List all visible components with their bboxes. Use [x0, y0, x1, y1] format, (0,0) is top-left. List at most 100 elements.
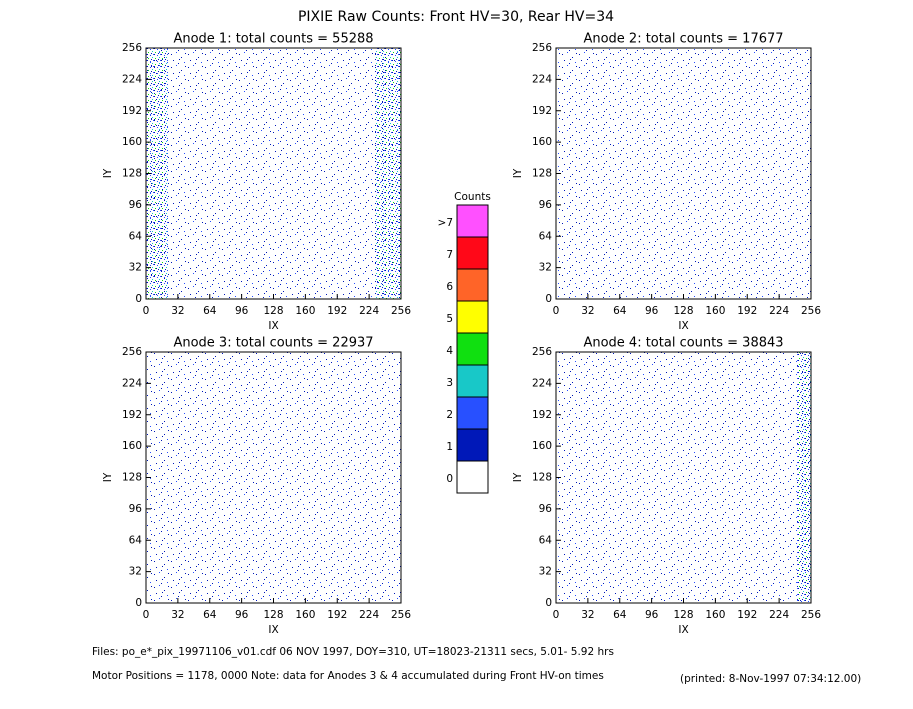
- colorbar-swatch: [456, 460, 489, 494]
- y-tick-label: 128: [122, 472, 142, 484]
- colorbar-swatch: [456, 396, 489, 430]
- heatmap-texture: [556, 48, 811, 299]
- colorbar-label: 6: [446, 281, 453, 293]
- x-tick-label: 96: [235, 305, 249, 317]
- x-axis-label: IX: [678, 624, 688, 636]
- y-tick-label: 224: [532, 73, 552, 85]
- y-tick-label: 160: [122, 136, 142, 148]
- y-tick-label: 96: [129, 503, 143, 515]
- colorbar-label: 4: [446, 345, 453, 357]
- x-tick-label: 0: [143, 609, 150, 621]
- x-axis-label: IX: [268, 320, 278, 332]
- colorbar-swatch: [456, 332, 489, 366]
- x-tick-label: 0: [553, 305, 560, 317]
- y-axis-label: IY: [102, 472, 114, 482]
- panel-title: Anode 1: total counts = 55288: [173, 32, 373, 47]
- x-tick-label: 192: [737, 609, 757, 621]
- y-tick-label: 160: [122, 440, 142, 452]
- y-tick-label: 256: [122, 42, 142, 54]
- x-tick-label: 256: [391, 305, 411, 317]
- colorbar-swatch: [456, 268, 489, 302]
- colorbar-swatch: [456, 428, 489, 462]
- x-tick-label: 32: [171, 305, 184, 317]
- y-tick-label: 32: [129, 566, 142, 578]
- y-tick-label: 96: [539, 199, 553, 211]
- x-tick-label: 160: [705, 609, 725, 621]
- y-axis-label: IY: [512, 168, 524, 178]
- x-tick-label: 32: [581, 609, 594, 621]
- x-tick-label: 128: [673, 609, 693, 621]
- y-tick-label: 256: [122, 346, 142, 358]
- panel: Anode 4: total counts = 38843 0 32 64 96 128 1…: [512, 336, 821, 637]
- heatmap-texture: [146, 48, 168, 299]
- y-tick-label: 192: [532, 105, 552, 117]
- colorbar-swatch: [456, 300, 489, 334]
- y-tick-label: 64: [129, 534, 143, 546]
- y-tick-label: 128: [532, 168, 552, 180]
- heatmap-texture: [146, 352, 401, 603]
- y-tick-label: 0: [135, 293, 142, 305]
- y-tick-label: 256: [532, 42, 552, 54]
- y-tick-label: 96: [539, 503, 553, 515]
- footer-motor: Motor Positions = 1178, 0000 Note: data …: [92, 670, 604, 682]
- panel-title: Anode 3: total counts = 22937: [173, 336, 373, 351]
- colorbar-label: >7: [438, 217, 453, 229]
- y-tick-label: 224: [532, 377, 552, 389]
- footer-files: Files: po_e*_pix_19971106_v01.cdf 06 NOV…: [92, 646, 614, 658]
- y-tick-label: 128: [122, 168, 142, 180]
- x-tick-label: 64: [203, 609, 217, 621]
- x-tick-label: 32: [171, 609, 184, 621]
- y-tick-label: 160: [532, 440, 552, 452]
- y-tick-label: 192: [122, 105, 142, 117]
- y-tick-label: 192: [122, 409, 142, 421]
- y-tick-label: 64: [539, 534, 553, 546]
- x-tick-label: 224: [769, 609, 789, 621]
- x-tick-label: 224: [359, 609, 379, 621]
- colorbar-title: Counts: [454, 191, 491, 203]
- x-tick-label: 64: [613, 305, 627, 317]
- y-tick-label: 128: [532, 472, 552, 484]
- y-tick-label: 64: [539, 230, 553, 242]
- x-tick-label: 128: [263, 305, 283, 317]
- x-tick-label: 64: [613, 609, 627, 621]
- colorbar-label: 3: [446, 377, 453, 389]
- y-tick-label: 224: [122, 73, 142, 85]
- x-tick-label: 96: [645, 305, 659, 317]
- y-tick-label: 224: [122, 377, 142, 389]
- x-tick-label: 192: [737, 305, 757, 317]
- x-tick-label: 224: [769, 305, 789, 317]
- x-tick-label: 224: [359, 305, 379, 317]
- colorbar-label: 7: [446, 249, 453, 261]
- x-tick-label: 128: [673, 305, 693, 317]
- x-tick-label: 256: [801, 609, 821, 621]
- y-tick-label: 256: [532, 346, 552, 358]
- x-tick-label: 96: [645, 609, 659, 621]
- panel-title: Anode 2: total counts = 17677: [583, 32, 783, 47]
- footer-printed: (printed: 8-Nov-1997 07:34:12.00): [680, 673, 861, 685]
- colorbar-label: 5: [446, 313, 453, 325]
- heatmap-texture: [375, 48, 401, 299]
- panel: Anode 1: total counts = 55288 0 32 64 96 128 1…: [102, 32, 411, 333]
- y-tick-label: 160: [532, 136, 552, 148]
- x-tick-label: 256: [801, 305, 821, 317]
- x-tick-label: 192: [327, 609, 347, 621]
- x-tick-label: 256: [391, 609, 411, 621]
- y-tick-label: 192: [532, 409, 552, 421]
- heatmap-texture: [556, 352, 811, 603]
- y-tick-label: 0: [135, 597, 142, 609]
- colorbar-swatch: [456, 204, 489, 238]
- y-axis-label: IY: [102, 168, 114, 178]
- y-tick-label: 0: [545, 293, 552, 305]
- y-tick-label: 32: [539, 262, 552, 274]
- figure-title: PIXIE Raw Counts: Front HV=30, Rear HV=3…: [298, 9, 614, 25]
- x-tick-label: 192: [327, 305, 347, 317]
- x-axis-label: IX: [268, 624, 278, 636]
- y-tick-label: 64: [129, 230, 143, 242]
- x-tick-label: 64: [203, 305, 217, 317]
- colorbar: Counts 0 1 2 3 4 5 6 7 >7: [438, 191, 491, 494]
- y-axis-label: IY: [512, 472, 524, 482]
- x-tick-label: 0: [553, 609, 560, 621]
- panel: Anode 3: total counts = 22937 0 32 64 96 128 1…: [102, 336, 411, 637]
